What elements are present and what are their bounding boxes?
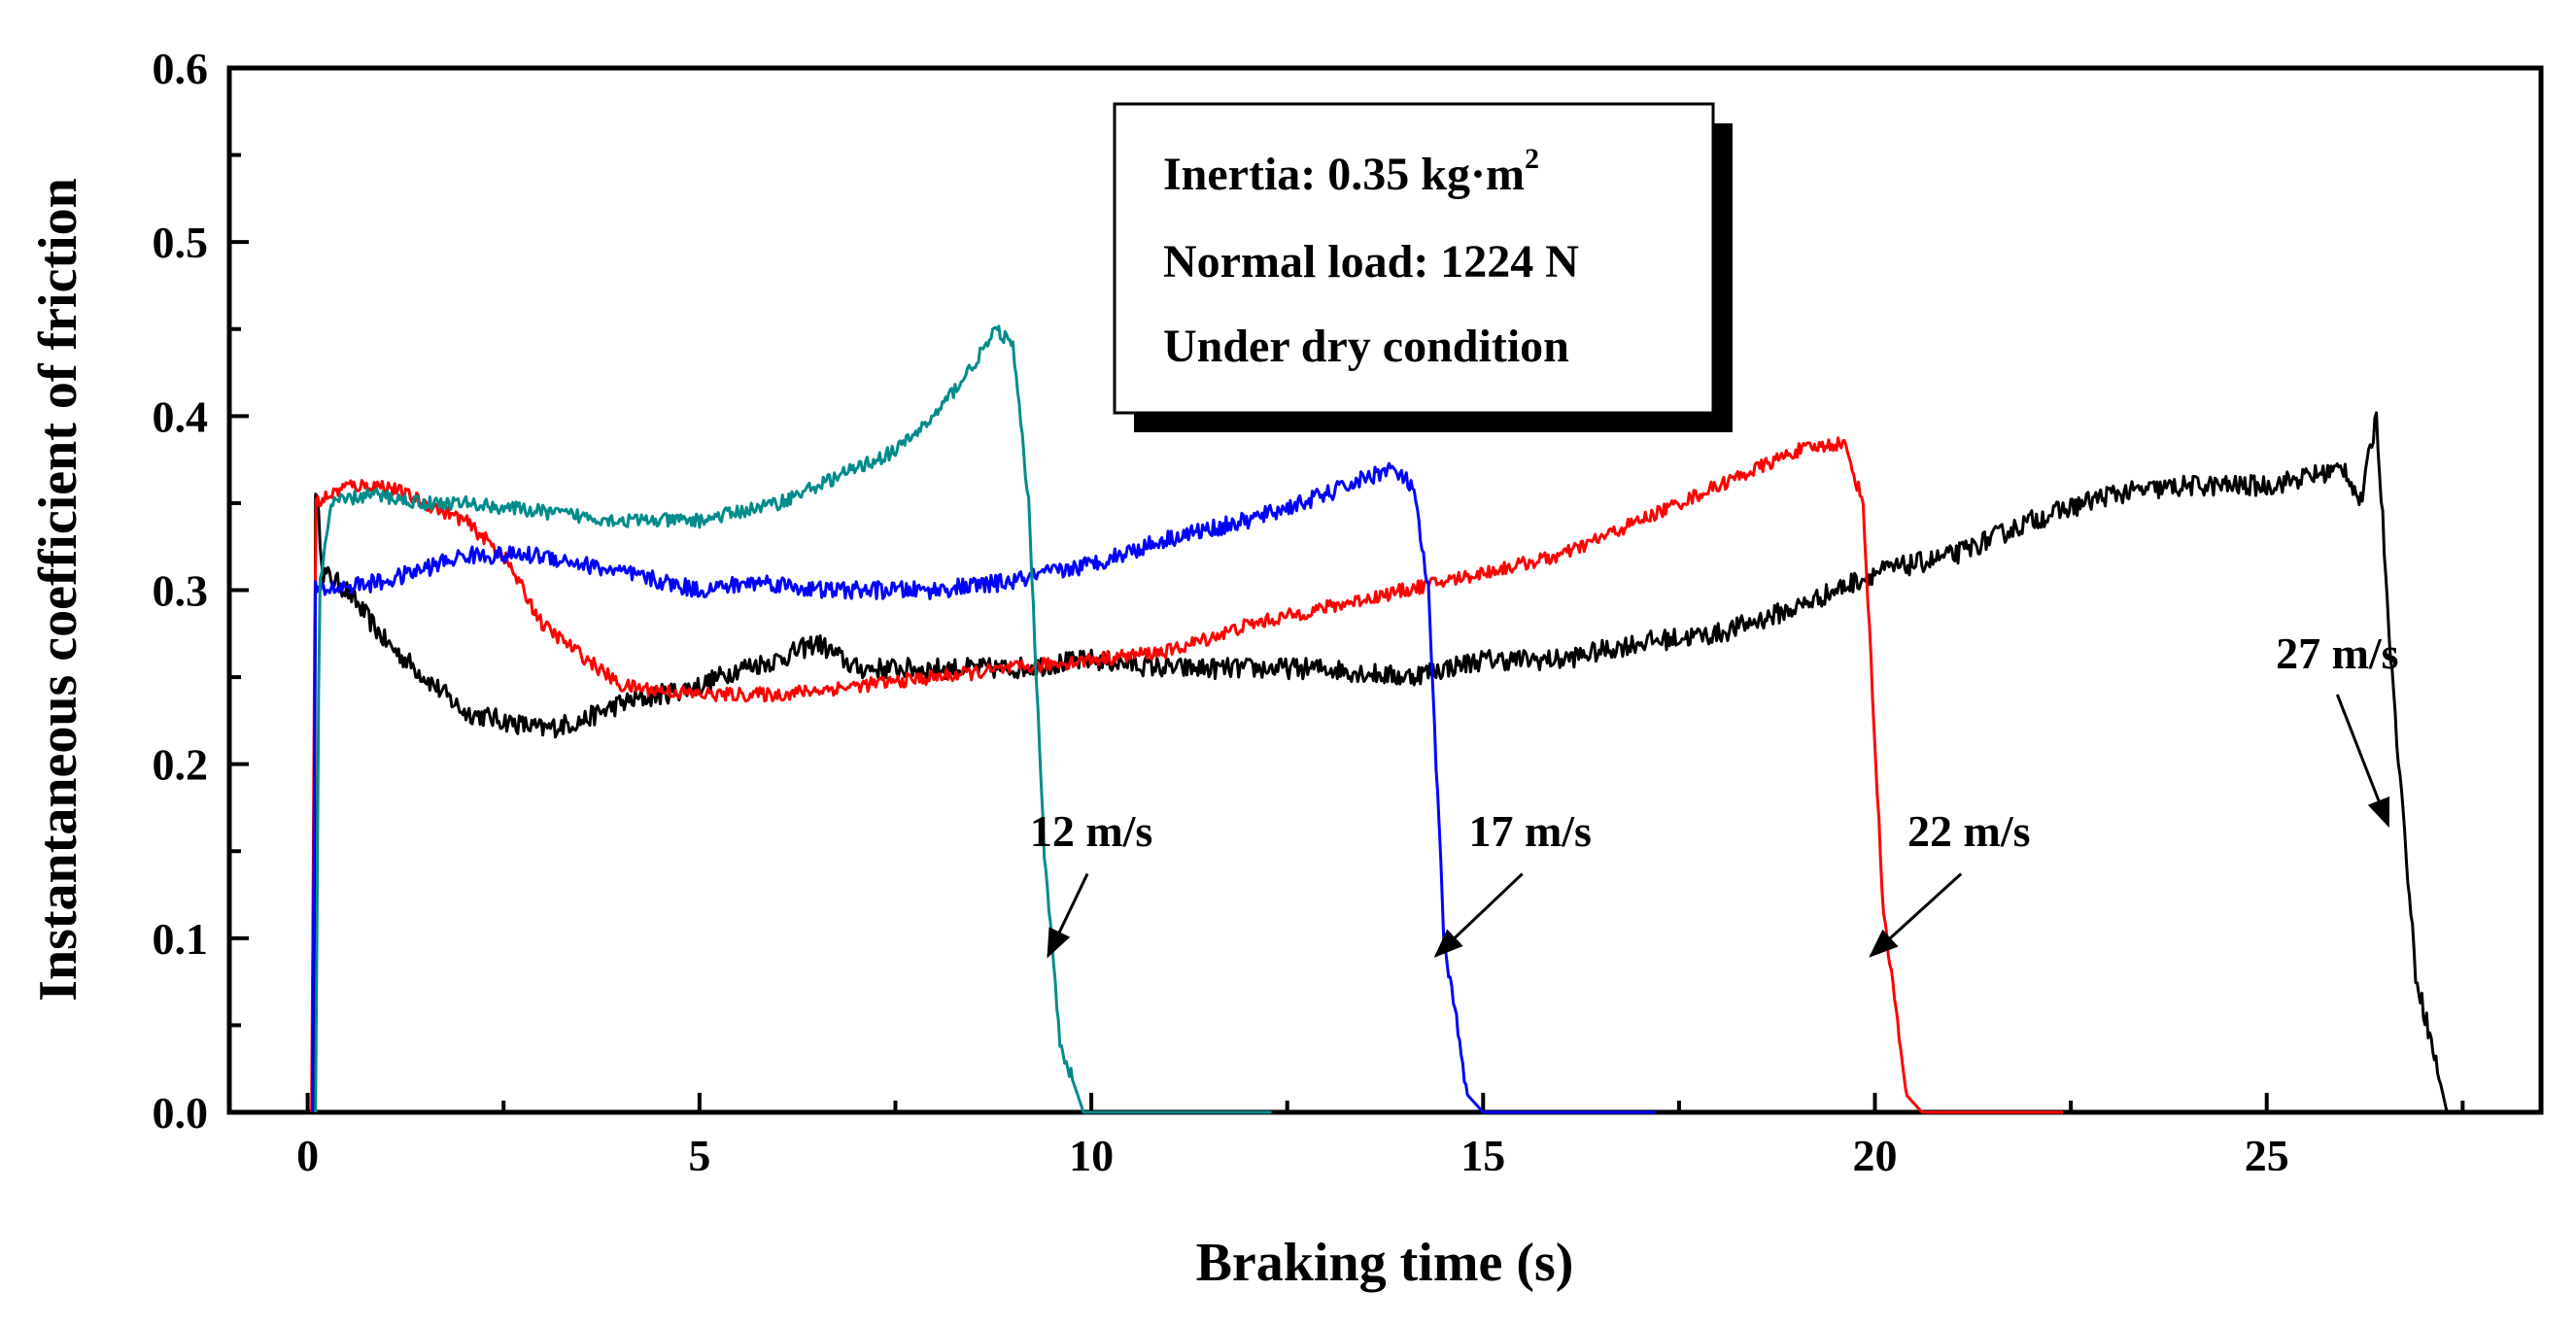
y-tick-label: 0.5 — [153, 218, 209, 267]
series-line — [311, 461, 1656, 1114]
series-line — [312, 411, 2463, 1114]
series-line — [314, 324, 1272, 1114]
x-tick-label: 5 — [688, 1131, 710, 1180]
annotation-arrow — [1047, 872, 1089, 959]
info-inertia: Inertia: 0.35 kg·m2 — [1163, 143, 1539, 200]
info-box-panel — [1113, 102, 1715, 415]
y-tick-label: 0.6 — [153, 44, 209, 93]
x-tick-label: 0 — [296, 1131, 319, 1180]
annotation-layer: 27 m/s 22 m/s 17 m/s 12 m/s — [1030, 629, 2399, 959]
annotation-arrow — [1869, 872, 1963, 958]
x-axis-title: Braking time (s) — [1196, 1233, 1574, 1293]
info-box: Inertia: 0.35 kg·m2 Normal load: 1224 N … — [1113, 102, 1733, 432]
annotation-arrow — [2335, 694, 2390, 829]
x-tick-label: 20 — [1853, 1131, 1898, 1180]
y-tick-label: 0.1 — [153, 914, 209, 964]
x-tick-label: 15 — [1460, 1131, 1505, 1180]
annotation-label: 27 m/s — [2276, 629, 2399, 678]
x-tick-label: 10 — [1069, 1131, 1114, 1180]
series-layer — [310, 324, 2463, 1114]
y-axis-title: Instantaneous coefficient of friction — [28, 178, 88, 1002]
annotation-label: 17 m/s — [1468, 806, 1592, 856]
y-tick-label: 0.4 — [153, 391, 209, 441]
x-axis-ticks: 0 5 10 15 20 25 — [296, 1093, 2465, 1180]
info-normal-load: Normal load: 1224 N — [1163, 236, 1579, 288]
y-tick-label: 0.3 — [153, 566, 209, 616]
x-tick-label: 25 — [2245, 1131, 2289, 1180]
y-tick-label: 0.2 — [153, 740, 209, 790]
annotation-label: 22 m/s — [1907, 806, 2031, 856]
info-condition: Under dry condition — [1163, 321, 1569, 372]
y-axis-ticks: 0.0 0.1 0.2 0.3 0.4 0.5 0.6 — [153, 44, 249, 1138]
annotation-label: 12 m/s — [1030, 806, 1153, 856]
y-tick-label: 0.0 — [153, 1088, 209, 1138]
annotation-arrow — [1433, 872, 1524, 958]
series-line — [310, 436, 2064, 1114]
